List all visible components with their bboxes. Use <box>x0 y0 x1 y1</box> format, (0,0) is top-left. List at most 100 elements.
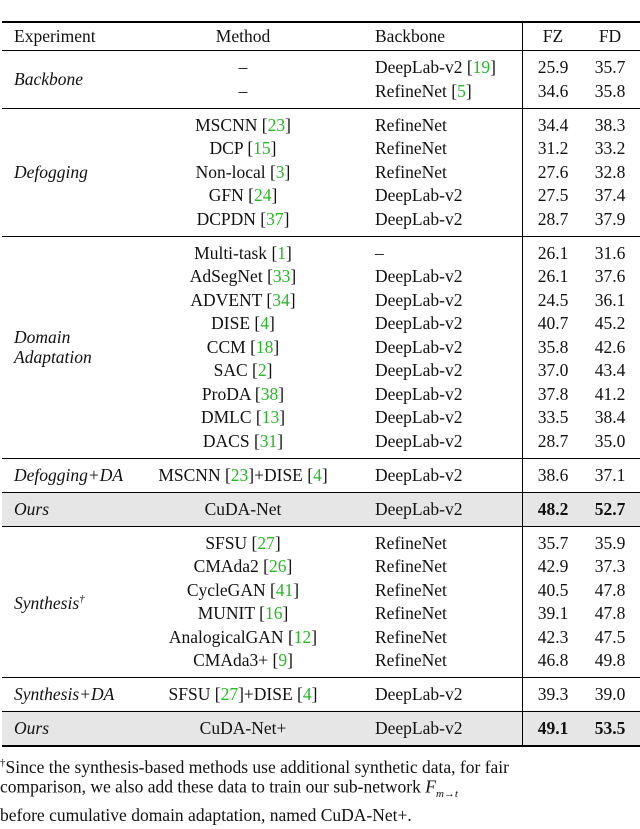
fd-cell: 47.5 <box>594 626 626 647</box>
backbone-cell: DeepLab-v2 <box>375 185 463 205</box>
bottom-rule <box>2 745 640 747</box>
column-divider <box>522 22 523 745</box>
backbone-cell: DeepLab-v2 <box>375 407 463 427</box>
citation[interactable]: 12 <box>293 626 312 647</box>
backbone-cell: RefineNet <box>375 138 447 158</box>
backbone-cell: DeepLab-v2 <box>375 208 463 229</box>
fd-cell: 43.4 <box>594 360 626 380</box>
citation[interactable]: 16 <box>264 603 283 623</box>
citation[interactable]: 38 <box>260 383 279 404</box>
fd-cell: 35.7 <box>594 57 626 77</box>
citation[interactable]: 4 <box>313 464 322 485</box>
citation[interactable]: 2 <box>257 360 267 380</box>
footnote-mark: † <box>79 593 85 606</box>
fz-cell: 34.4 <box>537 114 569 135</box>
citation[interactable]: 33 <box>272 266 291 286</box>
method-cell: CMAda2 [26] <box>193 556 293 576</box>
citation[interactable]: 13 <box>261 407 280 427</box>
citation[interactable]: 37 <box>266 208 284 229</box>
fd-cell: 31.6 <box>594 242 626 263</box>
method-cell: CuDA-Net <box>204 498 282 519</box>
math: F <box>425 776 436 797</box>
fz-cell: 48.2 <box>537 498 569 519</box>
citation[interactable]: 1 <box>277 242 287 263</box>
experiment-label: Backbone <box>14 68 83 89</box>
fd-cell: 45.2 <box>594 313 626 333</box>
citation[interactable]: 15 <box>253 138 271 158</box>
header-rule <box>2 50 640 51</box>
backbone-cell: DeepLab-v2 <box>375 383 463 404</box>
group-rule <box>2 525 640 527</box>
backbone-cell: RefineNet <box>375 114 447 135</box>
backbone-cell: DeepLab-v2 [19] <box>375 57 496 77</box>
fz-cell: 49.1 <box>537 718 569 738</box>
fd-cell: 53.5 <box>594 718 626 738</box>
citation[interactable]: 5 <box>457 80 466 101</box>
group-rule <box>2 711 640 712</box>
method-cell: Multi-task [1] <box>194 242 292 263</box>
citation[interactable]: 34 <box>272 289 290 310</box>
fz-cell: 28.7 <box>537 430 569 451</box>
citation[interactable]: 23 <box>267 114 286 135</box>
fz-cell: 37.8 <box>537 383 569 404</box>
citation[interactable]: 41 <box>275 579 294 600</box>
citation[interactable]: 24 <box>253 185 272 205</box>
citation[interactable]: 3 <box>275 161 285 182</box>
group-rule <box>2 107 640 109</box>
fd-cell: 42.6 <box>594 336 626 357</box>
method-cell: – <box>238 80 248 101</box>
citation[interactable]: 26 <box>269 556 287 576</box>
citation[interactable]: 18 <box>255 336 274 357</box>
citation[interactable]: 27 <box>257 532 275 553</box>
backbone-cell: RefineNet <box>375 603 447 623</box>
footnote-text: Since the synthesis-based methods use ad… <box>5 756 509 777</box>
backbone-cell: RefineNet <box>375 579 447 600</box>
footnote-line: †Since the synthesis-based methods use a… <box>0 753 509 777</box>
math-sub: m→t <box>435 787 458 800</box>
fz-cell: 28.7 <box>537 208 569 229</box>
experiment-label: Synthesis† <box>14 593 85 614</box>
method-cell: – <box>238 57 248 77</box>
experiment-label: Adaptation <box>14 346 92 367</box>
fz-cell: 39.1 <box>537 603 569 623</box>
fz-cell: 40.7 <box>537 313 569 333</box>
fz-cell: 26.1 <box>537 266 569 286</box>
method-cell: AnalogicalGAN [12] <box>168 626 318 647</box>
fd-cell: 37.4 <box>594 185 626 205</box>
experiment-label: Defogging <box>14 161 88 182</box>
citation[interactable]: 4 <box>260 313 270 333</box>
header-fz: FZ <box>542 26 564 46</box>
citation[interactable]: 19 <box>472 57 491 77</box>
backbone-cell: RefineNet <box>375 532 447 553</box>
backbone-cell: DeepLab-v2 <box>375 313 463 333</box>
citation[interactable]: 23 <box>230 464 249 485</box>
fd-cell: 33.2 <box>594 138 626 158</box>
experiment-label: Ours <box>14 498 50 519</box>
method-cell: DCP [15] <box>209 138 277 158</box>
group-rule <box>2 235 640 237</box>
method-cell: CMAda3+ [9] <box>193 650 293 670</box>
citation[interactable]: 31 <box>259 430 278 451</box>
fd-cell: 35.0 <box>594 430 626 451</box>
fd-cell: 32.8 <box>594 161 626 182</box>
fz-cell: 42.3 <box>537 626 569 647</box>
citation[interactable]: 4 <box>302 684 312 704</box>
highlight-row <box>2 712 640 745</box>
fd-cell: 38.4 <box>594 407 626 427</box>
fd-cell: 49.8 <box>594 650 626 670</box>
backbone-cell: DeepLab-v2 <box>375 498 463 519</box>
backbone-cell: DeepLab-v2 <box>375 266 463 286</box>
fd-cell: 37.6 <box>594 266 626 286</box>
method-cell: CuDA-Net+ <box>199 718 287 738</box>
experiment-label: Ours <box>14 718 50 738</box>
citation[interactable]: 9 <box>278 650 288 670</box>
header-method: Method <box>215 26 271 46</box>
fz-cell: 46.8 <box>537 650 569 670</box>
method-cell: GFN [24] <box>208 185 278 205</box>
experiment-label: Synthesis+DA <box>14 684 115 704</box>
fz-cell: 25.9 <box>537 57 569 77</box>
fd-cell: 36.1 <box>594 289 626 310</box>
fd-cell: 35.8 <box>594 80 626 101</box>
fz-cell: 26.1 <box>537 242 569 263</box>
citation[interactable]: 27 <box>220 684 239 704</box>
